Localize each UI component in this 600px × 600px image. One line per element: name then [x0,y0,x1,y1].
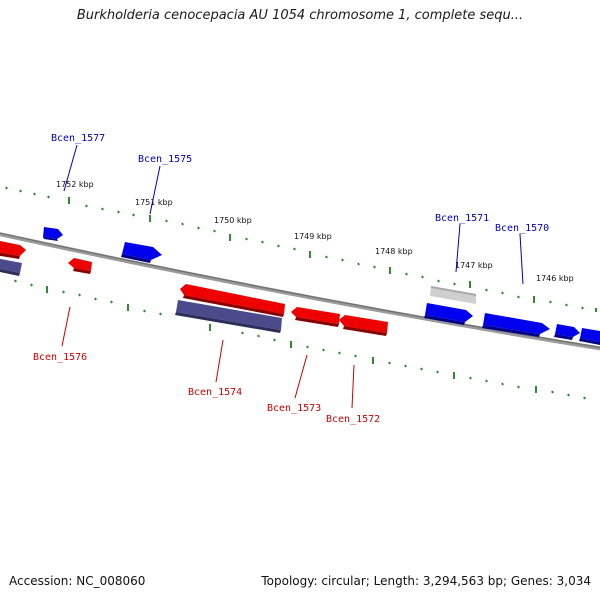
gene-label-1574[interactable]: Bcen_1574 [188,387,242,398]
gene-arrow-1568[interactable] [579,328,600,345]
leader-line-1574 [215,339,224,383]
gene-arrow-1574[interactable] [180,284,285,317]
leader-line-1572 [351,364,355,409]
tick-label-1747: 1747 kbp [455,261,493,270]
gene-arrow-edge-purple[interactable] [0,258,22,276]
gene-label-1575[interactable]: Bcen_1575 [138,154,192,165]
gene-arrow-1571[interactable] [424,303,473,325]
tick-label-1751: 1751 kbp [135,198,173,207]
top-tick-track [5,186,597,312]
gene-label-1576[interactable]: Bcen_1576 [33,352,87,363]
gene-arrow-1572[interactable] [339,315,388,336]
tick-label-1750: 1750 kbp [214,216,252,225]
tick-label-1752: 1752 kbp [56,180,94,189]
gene-arrow-1576[interactable] [68,258,92,274]
tick-label-1748: 1748 kbp [375,247,413,256]
bottom-tick-track [14,279,586,400]
gene-label-1571[interactable]: Bcen_1571 [435,213,489,224]
leader-line-1570 [519,233,524,285]
gene-arrow-1570[interactable] [482,313,550,337]
gene-arrow-1573[interactable] [291,307,340,327]
gene-arrow-1571-grey[interactable] [430,286,476,304]
gene-arrow-1574-purple[interactable] [175,300,282,333]
gene-arrow-1569[interactable] [554,324,580,340]
gene-arrow-edge-red[interactable] [0,240,26,259]
map-title: Burkholderia cenocepacia AU 1054 chromos… [76,8,524,23]
tick-label-1746: 1746 kbp [536,274,574,283]
gene-label-1570[interactable]: Bcen_1570 [495,223,549,234]
gene-label-1577[interactable]: Bcen_1577 [51,133,105,144]
tick-label-1749: 1749 kbp [294,232,332,241]
leader-line-1573 [294,354,308,399]
gene-label-1573[interactable]: Bcen_1573 [267,403,321,414]
gene-label-1572[interactable]: Bcen_1572 [326,414,380,425]
gene-arrow-1577[interactable] [0,0,63,241]
gene-arrow-1575[interactable] [121,242,162,263]
genome-summary-text: Topology: circular; Length: 3,294,563 bp… [261,574,591,588]
leader-line-1575 [149,165,161,215]
accession-text: Accession: NC_008060 [9,574,146,588]
leader-line-1576 [61,306,71,347]
leader-line-1577 [63,144,78,192]
chromosome-backbone [0,232,600,351]
leader-line-1571 [455,223,461,273]
